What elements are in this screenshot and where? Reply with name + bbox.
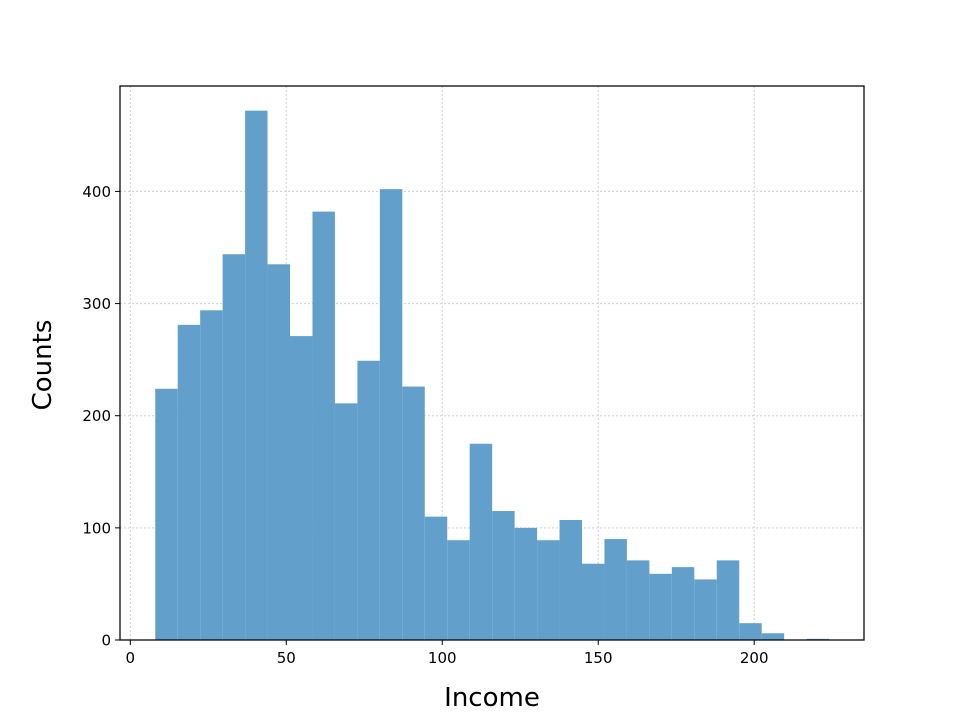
histogram-bar [739,623,762,640]
histogram-bar [559,520,582,640]
plot-frame [119,85,865,641]
histogram-bar [155,388,178,640]
histogram-bar [649,573,672,640]
y-axis-label: Counts [28,320,58,411]
histogram-bar [290,336,313,640]
x-tick-label: 100 [428,649,457,667]
y-tick-label: 100 [82,519,111,537]
bars-layer [155,110,830,641]
histogram-bar [357,360,380,640]
histogram-bar [694,579,717,640]
histogram-bar [604,539,627,640]
histogram-bar [379,189,403,641]
histogram-bar [312,211,335,640]
histogram-bar [671,567,695,640]
histogram-bar [469,443,493,640]
histogram-bar [492,511,515,640]
y-tick-label: 200 [82,407,111,425]
histogram-bar [447,540,470,640]
histogram-bar [581,563,605,640]
x-axis-label: Income [444,683,540,713]
histogram-bar [537,540,560,640]
x-tick-label: 0 [126,649,136,667]
histogram-bar [245,110,268,641]
x-tick-label: 200 [740,649,769,667]
histogram-bar [334,403,358,640]
histogram-bar [222,254,246,640]
y-tick-label: 0 [101,632,111,650]
x-tick-label: 50 [277,649,296,667]
x-tick-label: 150 [584,649,613,667]
histogram-bar [424,516,448,640]
histogram-bar [626,560,650,640]
histogram-bar [514,527,538,640]
histogram-bar [761,633,785,640]
histogram-bar [716,560,740,640]
y-tick-label: 400 [82,183,111,201]
y-tick-label: 300 [82,295,111,313]
histogram-bar [200,310,223,640]
histogram-bar [267,264,291,640]
histogram-bar [177,324,201,640]
histogram-bar [402,386,425,640]
ticks-layer: 0 50 100 150 200 0 100 200 300 400 [82,183,768,667]
